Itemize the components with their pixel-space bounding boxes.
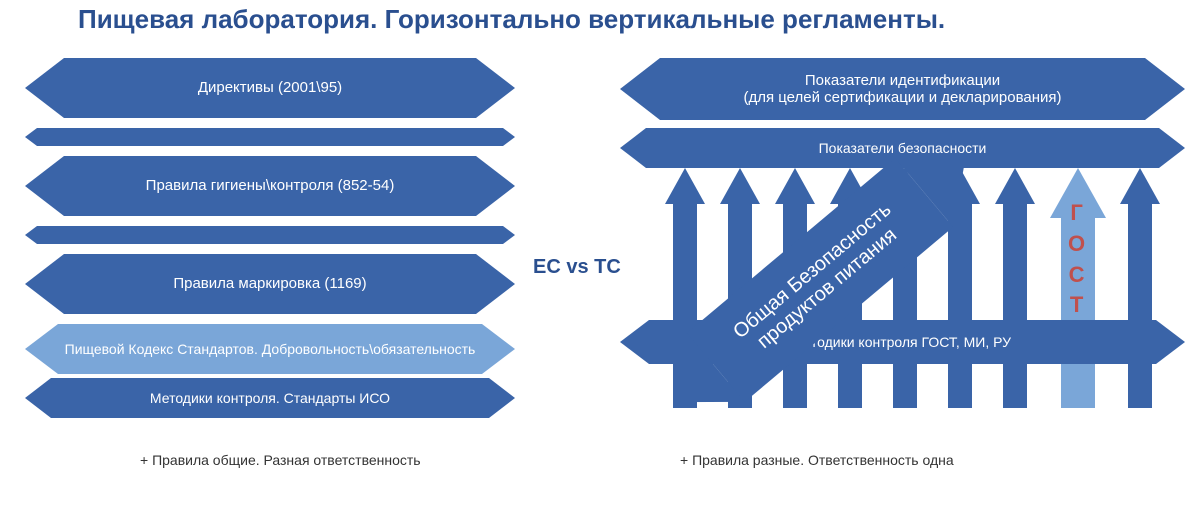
gost-vertical-label: ГОСТ bbox=[1068, 198, 1085, 321]
h-arrow-label-left-2: Правила гигиены\контроля (852-54) bbox=[64, 156, 476, 216]
center-vs-label: ЕС vs ТС bbox=[533, 256, 621, 279]
h-arrow-left-4: Правила маркировка (1169) bbox=[25, 254, 515, 314]
h-arrow-left-1 bbox=[25, 128, 515, 146]
h-arrow-left-0: Директивы (2001\95) bbox=[25, 58, 515, 118]
slide: Пищевая лаборатория. Горизонтально верти… bbox=[0, 0, 1204, 513]
h-arrow-label-left-1 bbox=[37, 128, 503, 146]
h-arrow-left-6: Методики контроля. Стандарты ИСО bbox=[25, 378, 515, 418]
slide-title: Пищевая лаборатория. Горизонтально верти… bbox=[78, 4, 1154, 35]
h-arrow-left-3 bbox=[25, 226, 515, 244]
h-arrow-label-left-0: Директивы (2001\95) bbox=[64, 58, 476, 118]
h-arrow-label-left-6: Методики контроля. Стандарты ИСО bbox=[51, 378, 489, 418]
v-arrow-right-v-6 bbox=[995, 168, 1035, 408]
h-arrow-right-0: Показатели идентификации(для целей серти… bbox=[620, 58, 1185, 120]
h-arrow-left-2: Правила гигиены\контроля (852-54) bbox=[25, 156, 515, 216]
right-footnote: + Правила разные. Ответственность одна bbox=[680, 452, 954, 468]
h-arrow-label-right-0: Показатели идентификации(для целей серти… bbox=[660, 58, 1145, 120]
h-arrow-label-left-3 bbox=[37, 226, 503, 244]
h-arrow-label-left-5: Пищевой Кодекс Стандартов. Добровольност… bbox=[58, 324, 482, 374]
left-footnote: + Правила общие. Разная ответственность bbox=[140, 452, 421, 468]
h-arrow-left-5: Пищевой Кодекс Стандартов. Добровольност… bbox=[25, 324, 515, 374]
h-arrow-label-left-4: Правила маркировка (1169) bbox=[64, 254, 476, 314]
v-arrow-right-v-8 bbox=[1120, 168, 1160, 408]
